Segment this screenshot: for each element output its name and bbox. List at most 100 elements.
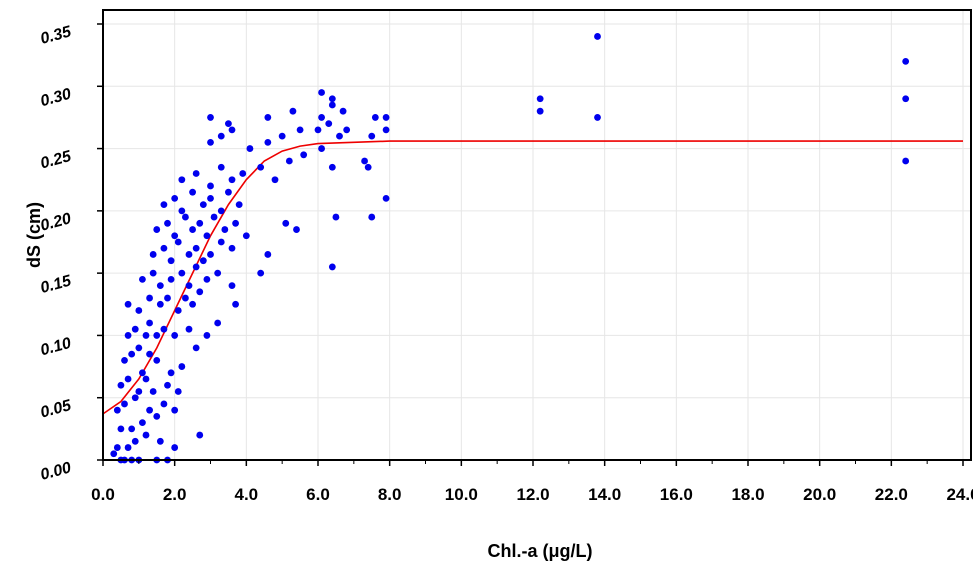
data-point <box>135 388 143 395</box>
data-point <box>164 294 171 302</box>
x-tick-label: 2.0 <box>163 485 187 504</box>
data-point <box>214 269 222 277</box>
data-point <box>368 132 376 140</box>
data-point <box>221 226 229 233</box>
data-point <box>142 332 150 339</box>
data-point <box>124 332 132 339</box>
y-axis-ticks: 0.000.050.100.150.200.250.300.35 <box>39 23 103 484</box>
data-point <box>339 107 347 115</box>
data-point <box>203 332 211 339</box>
x-tick-label: 18.0 <box>731 485 764 504</box>
data-point <box>174 388 182 395</box>
data-point <box>124 444 132 451</box>
data-point <box>196 431 204 439</box>
x-tick-label: 20.0 <box>803 485 836 504</box>
data-point <box>242 232 250 240</box>
data-point <box>146 319 153 327</box>
data-point <box>382 195 390 202</box>
data-point <box>225 120 232 128</box>
data-point <box>117 381 125 389</box>
data-point <box>214 319 222 327</box>
data-point <box>171 232 179 240</box>
data-point <box>228 282 236 289</box>
y-tick-label: 0.35 <box>39 23 75 48</box>
data-point <box>207 138 214 146</box>
data-point <box>182 213 189 221</box>
data-point <box>228 126 236 134</box>
data-point <box>185 251 193 258</box>
data-point <box>178 207 186 215</box>
data-point <box>314 126 322 134</box>
data-point <box>146 294 153 302</box>
data-point <box>139 419 146 427</box>
data-point <box>171 406 179 414</box>
data-point <box>196 219 204 227</box>
data-point <box>382 114 390 121</box>
data-point <box>228 244 236 252</box>
data-point <box>146 350 153 358</box>
data-point <box>217 132 225 140</box>
data-point <box>171 332 179 339</box>
data-point <box>142 431 150 439</box>
data-point <box>228 176 236 184</box>
data-point <box>121 356 128 364</box>
data-point <box>364 163 372 171</box>
data-point <box>192 344 200 352</box>
data-point <box>232 219 239 227</box>
data-point <box>196 288 204 296</box>
data-point <box>207 195 214 202</box>
data-point <box>124 375 132 383</box>
y-axis-label: dS (cm) <box>24 202 44 268</box>
data-point <box>239 170 247 177</box>
data-point <box>264 114 272 121</box>
y-tick-label: 0.00 <box>39 459 74 484</box>
data-point <box>149 269 157 277</box>
data-point <box>128 425 136 433</box>
data-point <box>536 95 544 103</box>
data-point <box>149 251 157 258</box>
data-point <box>382 126 390 134</box>
data-point <box>135 344 143 352</box>
data-point <box>146 406 153 414</box>
data-point <box>153 226 161 233</box>
data-point <box>131 325 139 333</box>
x-tick-label: 14.0 <box>588 485 621 504</box>
data-point <box>536 107 544 115</box>
data-point <box>174 307 182 314</box>
data-point <box>185 282 193 289</box>
data-point <box>902 57 910 65</box>
data-point <box>160 201 168 209</box>
data-point <box>318 114 325 121</box>
data-point <box>192 263 200 271</box>
data-point <box>264 138 272 146</box>
data-point <box>207 114 214 121</box>
data-point <box>160 325 168 333</box>
x-tick-label: 16.0 <box>660 485 693 504</box>
data-point <box>113 406 121 414</box>
data-point <box>336 132 343 140</box>
data-point <box>113 444 121 451</box>
data-point <box>318 89 325 96</box>
data-point <box>217 207 225 215</box>
y-tick-label: 0.05 <box>39 397 75 422</box>
y-tick-label: 0.25 <box>39 148 75 173</box>
x-tick-label: 10.0 <box>445 485 478 504</box>
data-point <box>121 400 128 408</box>
data-point <box>328 101 336 109</box>
data-point <box>199 201 207 209</box>
y-tick-label: 0.15 <box>39 272 75 297</box>
data-point <box>217 238 225 246</box>
x-tick-label: 0.0 <box>91 485 115 504</box>
data-point <box>285 157 293 165</box>
data-point <box>156 282 164 289</box>
grid-lines <box>102 10 971 460</box>
data-point <box>142 375 150 383</box>
y-tick-label: 0.10 <box>39 335 74 360</box>
data-point <box>594 33 601 40</box>
data-point <box>902 95 910 103</box>
data-point <box>171 195 179 202</box>
data-point <box>300 151 308 159</box>
data-point <box>199 257 207 265</box>
data-point <box>110 450 118 458</box>
